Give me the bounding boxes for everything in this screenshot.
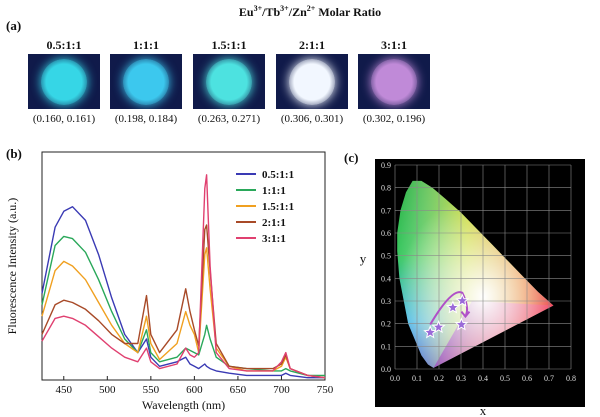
legend-label: 1.5:1:1 — [262, 201, 294, 213]
x-tick-label: 700 — [273, 384, 290, 396]
cie-coordinate-label: (0.306, 0.301) — [280, 113, 344, 125]
x-tick-label: 450 — [56, 384, 73, 396]
x-tick-label: 0.1 — [412, 374, 422, 383]
sample-photo — [358, 54, 430, 109]
luminescent-spot — [123, 59, 169, 105]
cie-coordinate-label: (0.302, 0.196) — [362, 113, 426, 125]
trend-arrow — [429, 291, 469, 326]
sample-ratio-label: 0.5:1:1 — [46, 38, 82, 52]
x-tick-label: 650 — [230, 384, 247, 396]
x-tick-label: 0.5 — [500, 374, 510, 383]
y-tick-label: 0.6 — [381, 229, 391, 238]
y-tick-label: 0.0 — [381, 365, 391, 374]
y-tick-label: 0.5 — [381, 252, 391, 261]
y-tick-label: 0.1 — [381, 342, 391, 351]
y-tick-label: 0.9 — [381, 161, 391, 170]
x-tick-label: 0.3 — [456, 374, 466, 383]
emission-spectrum-chart: 450 500 550 600 650 700 750 Wavelength (nm) Fluo… — [5, 151, 334, 412]
cie-point-star — [431, 319, 446, 334]
legend-label: 0.5:1:1 — [262, 169, 294, 181]
sample-photo — [28, 54, 100, 109]
cie-coordinate-label: (0.198, 0.184) — [114, 113, 178, 125]
luminescent-spot — [206, 59, 252, 105]
series-line — [41, 206, 325, 379]
x-tick-label: 0.7 — [544, 374, 554, 383]
sample-ratio-label: 1:1:1 — [133, 38, 159, 52]
x-tick-label: 0.8 — [566, 374, 576, 383]
sample-photo — [110, 54, 182, 109]
y-tick-label: 0.3 — [381, 297, 391, 306]
sample-ratio-label: 1.5:1:1 — [211, 38, 247, 52]
series-line — [41, 174, 326, 379]
cie-point-star — [454, 317, 469, 331]
legend-label: 1:1:1 — [262, 185, 286, 197]
panel-b-tag: (b) — [6, 146, 22, 161]
x-tick-label: 0.2 — [434, 374, 444, 383]
legend-label: 3:1:1 — [262, 233, 286, 245]
luminescent-spot — [289, 59, 335, 105]
white-region — [397, 180, 554, 368]
luminescent-spot — [41, 59, 87, 105]
cie-coordinate-label: (0.263, 0.271) — [197, 113, 261, 125]
panel-a-title: Eu3+/Tb3+/Zn2+ Molar Ratio — [238, 4, 382, 19]
sample-photo — [276, 54, 348, 109]
x-tick-label: 600 — [186, 384, 203, 396]
x-axis-label: x — [480, 403, 487, 415]
y-axis-label: Fluorescence Intensity (a.u.) — [5, 198, 19, 335]
cie-point-star — [455, 293, 470, 307]
series-line — [41, 247, 326, 379]
cie-point-star — [445, 300, 460, 314]
y-tick-label: 0.7 — [381, 206, 391, 215]
x-tick-label: 0.6 — [522, 374, 532, 383]
sample-ratio-label: 2:1:1 — [299, 38, 325, 52]
x-axis-label: Wavelength (nm) — [142, 398, 225, 412]
legend-label: 2:1:1 — [262, 217, 286, 229]
x-tick-label: 0.4 — [478, 374, 488, 383]
x-tick-label: 750 — [317, 384, 334, 396]
y-tick-label: 0.4 — [381, 274, 391, 283]
x-tick-label: 550 — [143, 384, 160, 396]
x-tick-label: 500 — [99, 384, 116, 396]
plot-frame — [41, 151, 326, 381]
cie-coordinate-label: (0.160, 0.161) — [32, 113, 96, 125]
luminescent-spot — [371, 59, 417, 105]
panel-a-tag: (a) — [6, 18, 22, 33]
y-tick-label: 0.2 — [381, 320, 391, 329]
y-axis-label: y — [360, 251, 367, 266]
sample-photo — [193, 54, 265, 109]
x-tick-label: 0.0 — [390, 374, 400, 383]
panel-c-tag: (c) — [344, 150, 359, 165]
cie-point-star — [423, 325, 438, 339]
sample-ratio-label: 3:1:1 — [381, 38, 407, 52]
y-tick-label: 0.8 — [381, 184, 391, 193]
arrow-head — [460, 310, 471, 319]
series-line — [41, 224, 326, 379]
series-line — [41, 235, 325, 377]
cie-chromaticity-chart: 0.0 0.1 0.2 0.3 0.4 0.5 0.6 0.7 0.8 0.0 0.1 0.2 0.3 0… — [360, 159, 585, 415]
